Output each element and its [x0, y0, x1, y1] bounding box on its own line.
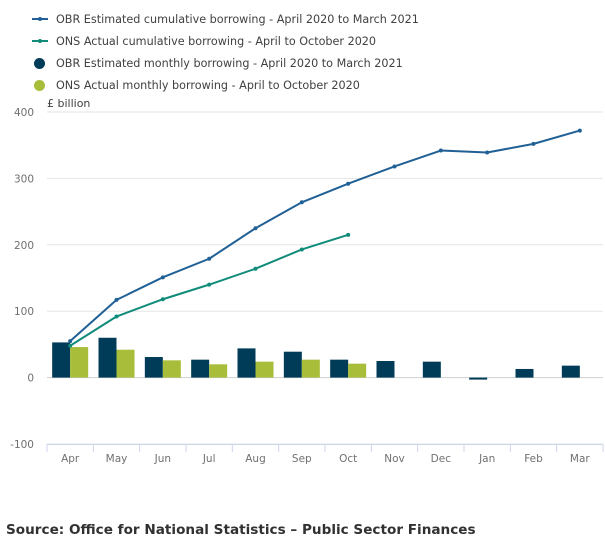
bar-obr-monthly[interactable]: [191, 359, 210, 378]
y-tick-label: 200: [14, 240, 34, 252]
bar-obr-monthly[interactable]: [283, 351, 302, 378]
bar-obr-monthly[interactable]: [237, 348, 256, 378]
line-ons-cumulative: [69, 233, 349, 347]
x-tick-label: Aug: [245, 453, 266, 465]
point-obr-cumulative[interactable]: [577, 128, 582, 133]
point-obr-cumulative[interactable]: [207, 256, 212, 261]
bar-obr-monthly[interactable]: [561, 365, 580, 378]
x-tick-label: Oct: [339, 453, 357, 465]
legend-label: ONS Actual cumulative borrowing - April …: [56, 34, 377, 48]
bar-obr-monthly[interactable]: [330, 359, 349, 378]
bar-obr-monthly[interactable]: [98, 337, 117, 378]
point-obr-cumulative[interactable]: [253, 226, 258, 231]
point-ons-cumulative[interactable]: [207, 282, 212, 287]
point-obr-cumulative[interactable]: [531, 141, 536, 146]
chart-legend: OBR Estimated cumulative borrowing - Apr…: [32, 8, 419, 96]
bar-obr-monthly[interactable]: [144, 357, 163, 378]
x-tick-label: Feb: [524, 453, 543, 465]
bar-obr-monthly[interactable]: [422, 361, 441, 378]
bar-ons-monthly[interactable]: [116, 349, 135, 378]
x-tick-label: Jan: [478, 453, 495, 465]
point-ons-cumulative[interactable]: [299, 247, 304, 252]
y-axis-label: £ billion: [47, 97, 90, 110]
legend-item-ons-monthly[interactable]: ONS Actual monthly borrowing - April to …: [32, 74, 419, 96]
legend-label: OBR Estimated monthly borrowing - April …: [56, 56, 403, 70]
y-tick-label: 0: [27, 373, 34, 385]
point-obr-cumulative[interactable]: [346, 181, 351, 186]
point-obr-cumulative[interactable]: [392, 164, 397, 169]
line-marker-icon: [32, 13, 48, 25]
legend-label: OBR Estimated cumulative borrowing - Apr…: [56, 12, 419, 26]
bar-ons-monthly[interactable]: [209, 364, 228, 378]
x-tick-label: Jul: [202, 453, 216, 465]
circle-marker-icon: [34, 79, 45, 91]
x-tick-label: Nov: [384, 453, 405, 465]
legend-item-obr-cumulative[interactable]: OBR Estimated cumulative borrowing - Apr…: [32, 8, 419, 30]
point-obr-cumulative[interactable]: [299, 200, 304, 205]
bar-ons-monthly[interactable]: [70, 347, 89, 378]
x-tick-label: Sep: [292, 453, 312, 465]
legend-item-obr-monthly[interactable]: OBR Estimated monthly borrowing - April …: [32, 52, 419, 74]
point-ons-cumulative[interactable]: [160, 297, 165, 302]
source-note: Source: Office for National Statistics –…: [6, 522, 476, 538]
bar-ons-monthly[interactable]: [255, 361, 274, 378]
line-obr-cumulative: [69, 129, 581, 342]
bar-obr-monthly[interactable]: [515, 368, 534, 378]
bar-obr-monthly[interactable]: [376, 361, 395, 378]
y-tick-label: 100: [14, 306, 34, 318]
legend-label: ONS Actual monthly borrowing - April to …: [56, 78, 360, 92]
x-tick-label: Jun: [154, 453, 171, 465]
point-obr-cumulative[interactable]: [114, 297, 119, 302]
bar-ons-monthly[interactable]: [301, 359, 320, 378]
point-obr-cumulative[interactable]: [160, 275, 165, 280]
bar-ons-monthly[interactable]: [162, 360, 181, 378]
point-ons-cumulative[interactable]: [68, 343, 73, 348]
bar-obr-monthly[interactable]: [52, 342, 71, 378]
y-tick-label: 400: [14, 107, 34, 119]
line-marker-icon: [32, 35, 48, 47]
legend-item-ons-cumulative[interactable]: ONS Actual cumulative borrowing - April …: [32, 30, 419, 52]
x-tick-label: May: [106, 453, 128, 465]
x-tick-label: Apr: [61, 453, 80, 465]
point-obr-cumulative[interactable]: [68, 339, 73, 344]
point-ons-cumulative[interactable]: [346, 232, 351, 237]
point-obr-cumulative[interactable]: [485, 150, 490, 155]
y-tick-label: 300: [14, 173, 34, 185]
point-obr-cumulative[interactable]: [438, 148, 443, 153]
bar-obr-monthly[interactable]: [469, 377, 488, 380]
x-tick-label: Mar: [570, 453, 590, 465]
x-tick-label: Dec: [431, 453, 452, 465]
point-ons-cumulative[interactable]: [114, 314, 119, 319]
circle-marker-icon: [34, 57, 45, 69]
bar-ons-monthly[interactable]: [348, 363, 367, 378]
y-tick-label: -100: [10, 439, 34, 451]
borrowing-chart: -100 0 100 200 300 400 £ billion Apr May Jun Jul Au…: [10, 97, 604, 465]
point-ons-cumulative[interactable]: [253, 266, 258, 271]
